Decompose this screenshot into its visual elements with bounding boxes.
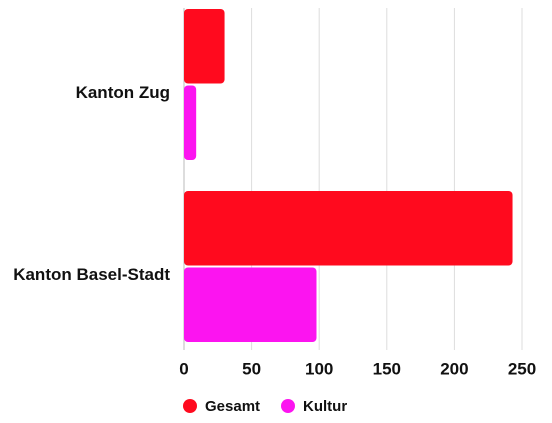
legend-marker (281, 399, 295, 413)
bar (184, 191, 513, 266)
x-tick-label: 0 (179, 359, 188, 378)
legend-label: Kultur (303, 398, 347, 415)
x-tick-label: 200 (440, 359, 468, 378)
bar (184, 267, 317, 342)
legend-marker (183, 399, 197, 413)
x-tick-label: 100 (305, 359, 333, 378)
x-tick-label: 50 (242, 359, 261, 378)
y-tick-label: Kanton Basel-Stadt (13, 265, 170, 284)
y-tick-label: Kanton Zug (76, 83, 170, 102)
x-tick-label: 250 (508, 359, 536, 378)
legend-label: Gesamt (205, 398, 260, 415)
bar (184, 85, 197, 160)
x-tick-label: 150 (373, 359, 401, 378)
bar (184, 9, 225, 84)
